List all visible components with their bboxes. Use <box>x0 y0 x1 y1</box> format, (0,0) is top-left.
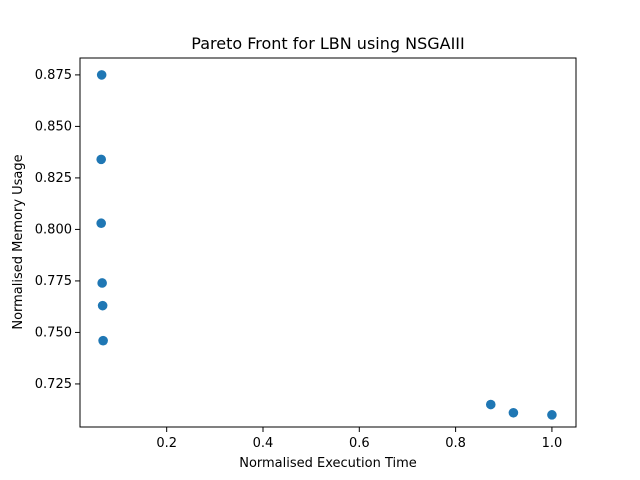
x-axis-label: Normalised Execution Time <box>239 456 417 471</box>
data-point <box>96 70 107 80</box>
data-points <box>96 70 557 420</box>
y-tick-label: 0.825 <box>35 171 72 186</box>
x-tick-label: 0.2 <box>156 436 177 451</box>
data-point <box>96 154 106 165</box>
x-tick-label: 0.8 <box>445 436 466 451</box>
y-axis-label: Normalised Memory Usage <box>11 154 26 329</box>
x-axis: 0.2 0.4 0.6 0.8 1.0 <box>156 427 562 451</box>
y-tick-label: 0.775 <box>35 274 72 289</box>
data-point <box>485 399 496 410</box>
y-tick-label: 0.850 <box>35 119 72 134</box>
chart-title: Pareto Front for LBN using NSGAIII <box>191 34 464 53</box>
data-point <box>97 278 107 288</box>
data-point <box>96 218 106 229</box>
y-tick-label: 0.875 <box>35 68 72 83</box>
data-point <box>547 410 557 420</box>
y-tick-label: 0.725 <box>35 377 72 392</box>
data-point <box>98 335 108 346</box>
x-tick-label: 1.0 <box>542 436 563 451</box>
y-tick-label: 0.750 <box>35 325 72 340</box>
y-tick-label: 0.800 <box>35 222 72 237</box>
y-axis: 0.725 0.750 0.775 0.800 0.825 0.850 0.875 <box>35 68 80 392</box>
plot-frame <box>79 57 577 428</box>
data-point <box>508 407 519 418</box>
data-point <box>97 300 108 311</box>
x-tick-label: 0.4 <box>253 436 274 451</box>
x-tick-label: 0.6 <box>349 436 370 451</box>
